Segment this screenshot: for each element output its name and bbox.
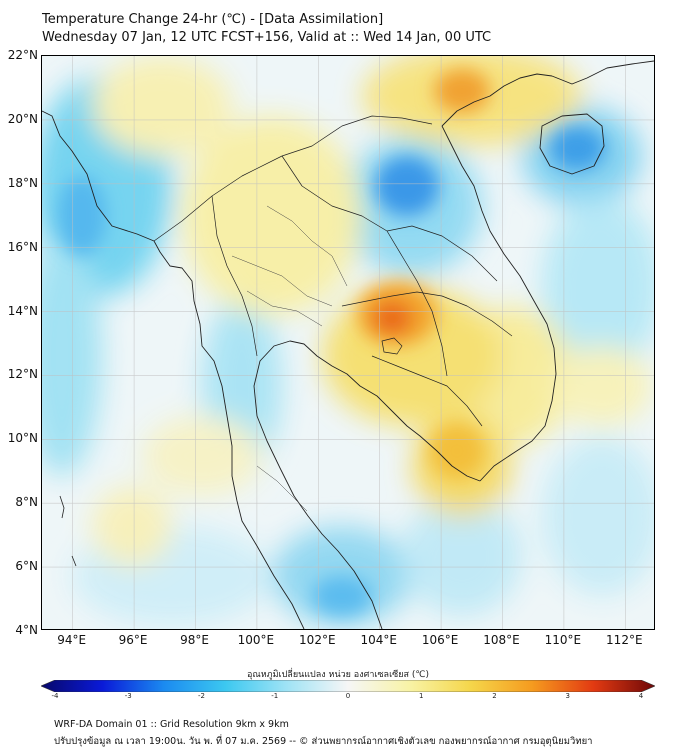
map-title: Temperature Change 24-hr (℃) - [Data Ass… xyxy=(42,12,384,27)
colorbar-tick-label: 1 xyxy=(419,692,424,700)
colorbar-tick-label: 4 xyxy=(638,692,644,700)
model-info: WRF-DA Domain 01 :: Grid Resolution 9km … xyxy=(54,719,289,730)
temperature-colorbar xyxy=(41,680,655,692)
lon-tick-label: 98°E xyxy=(180,633,209,647)
lon-tick-label: 108°E xyxy=(483,633,520,647)
colorbar-tick-label: 0 xyxy=(345,692,351,700)
lon-tick-label: 106°E xyxy=(421,633,459,647)
lat-tick-label: 8°N xyxy=(15,495,38,510)
map-subtitle: Wednesday 07 Jan, 12 UTC FCST+156, Valid… xyxy=(42,30,492,45)
colorbar-label: อุณหภูมิเปลี่ยนแปลง หน่วย องศาเซลเซียส (… xyxy=(246,670,430,680)
lat-tick-label: 16°N xyxy=(7,239,38,254)
lat-tick-label: 18°N xyxy=(7,175,38,190)
colorbar-tick-label: 3 xyxy=(565,692,570,700)
lon-tick-label: 96°E xyxy=(118,633,148,647)
lat-tick-label: 10°N xyxy=(7,431,38,446)
lat-lon-gridlines xyxy=(42,56,654,629)
colorbar-tick-label: -4 xyxy=(51,692,59,700)
lat-tick-label: 12°N xyxy=(7,367,38,382)
lat-tick-label: 14°N xyxy=(7,303,38,318)
colorbar-tick-label: -2 xyxy=(198,692,205,700)
lon-tick-label: 94°E xyxy=(57,633,87,647)
lon-tick-label: 110°E xyxy=(544,633,582,647)
temperature-change-map[interactable] xyxy=(41,55,655,630)
lon-tick-label: 100°E xyxy=(237,633,275,647)
lat-tick-label: 6°N xyxy=(15,559,38,574)
lon-tick-label: 102°E xyxy=(299,633,336,647)
copyright-info: ปรับปรุงข้อมูล ณ เวลา 19:00น. วัน พ. ที่… xyxy=(54,736,593,747)
lon-tick-label: 104°E xyxy=(360,633,397,647)
lat-tick-label: 22°N xyxy=(7,48,38,62)
lat-tick-label: 20°N xyxy=(7,111,38,126)
coastlines-and-borders xyxy=(42,60,654,629)
colorbar-tick-label: 2 xyxy=(492,692,497,700)
lon-tick-label: 112°E xyxy=(606,633,643,647)
colorbar-tick-label: -1 xyxy=(271,692,279,700)
lat-tick-label: 4°N xyxy=(15,623,38,637)
colorbar-tick-label: -3 xyxy=(124,692,132,700)
